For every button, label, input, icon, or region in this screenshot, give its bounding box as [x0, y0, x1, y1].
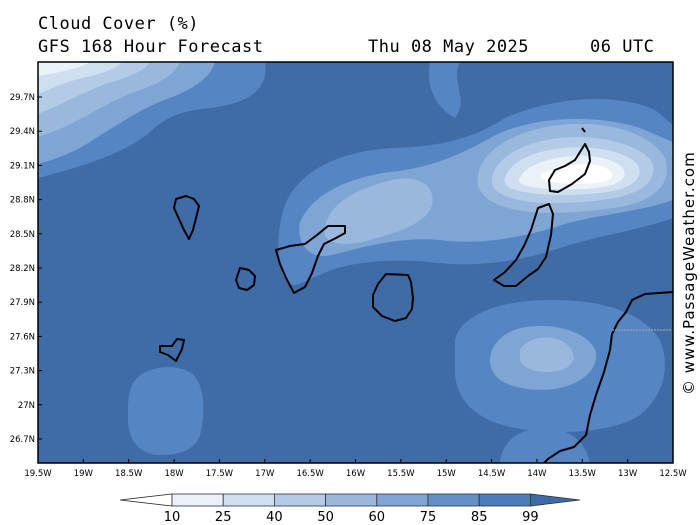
lon-label: 19.5W: [24, 469, 52, 479]
map-title: Cloud Cover (%): [38, 14, 200, 34]
lat-label: 27.6N: [10, 332, 35, 342]
legend-arrow-low: [119, 493, 173, 507]
coastlines: [159, 127, 673, 463]
color-legend: 10 25 40 50 60 75 85 99: [119, 493, 581, 525]
legend-swatch: [222, 493, 275, 507]
lon-label: 14W: [527, 469, 547, 479]
lon-label: 18W: [164, 469, 184, 479]
lon-label: 19W: [74, 469, 94, 479]
legend-swatch: [325, 493, 378, 507]
lon-label: 15W: [437, 469, 457, 479]
lat-label: 28.5N: [10, 230, 35, 240]
lat-label: 29.4N: [10, 127, 35, 137]
lat-label: 27.3N: [10, 367, 35, 377]
lon-label: 17W: [255, 469, 275, 479]
lon-label: 13.5W: [569, 469, 597, 479]
lon-label: 12.5W: [659, 469, 687, 479]
legend-value: 75: [420, 510, 437, 525]
legend-swatch: [478, 493, 531, 507]
forecast-subtitle: GFS 168 Hour Forecast: [38, 37, 264, 57]
copyright-text: © www.PassageWeather.com: [680, 151, 698, 395]
legend-value: 85: [471, 510, 488, 525]
forecast-time: 06 UTC: [590, 37, 655, 57]
lon-label: 14.5W: [478, 469, 506, 479]
lat-label: 26.7N: [10, 435, 35, 445]
legend-arrow-high: [530, 493, 581, 507]
axis-ticks: 29.7N 29.4N 29.1N 28.8N 28.5N 28.2N 27.9N 27.6N…: [10, 93, 688, 479]
forecast-date: Thu 08 May 2025: [368, 37, 530, 57]
lat-label: 29.1N: [10, 161, 35, 171]
legend-value: 60: [369, 510, 386, 525]
legend-value: 50: [317, 510, 334, 525]
cloud-field: [38, 62, 673, 463]
legend-swatch: [273, 493, 326, 507]
lat-label: 28.8N: [10, 196, 35, 206]
legend-value: 25: [215, 510, 232, 525]
lon-label: 15.5W: [387, 469, 415, 479]
lon-label: 18.5W: [115, 469, 143, 479]
legend-swatch: [171, 493, 224, 507]
legend-swatch: [376, 493, 429, 507]
lat-label: 27N: [18, 401, 35, 411]
legend-value: 40: [266, 510, 283, 525]
legend-value: 99: [522, 510, 539, 525]
legend-swatch: [427, 493, 480, 507]
lat-label: 29.7N: [10, 93, 35, 103]
lon-label: 16.5W: [296, 469, 324, 479]
lon-label: 17.5W: [206, 469, 234, 479]
lat-label: 28.2N: [10, 264, 35, 274]
lon-label: 16W: [346, 469, 366, 479]
legend-value: 10: [164, 510, 181, 525]
lat-label: 27.9N: [10, 298, 35, 308]
lon-label: 13W: [618, 469, 638, 479]
